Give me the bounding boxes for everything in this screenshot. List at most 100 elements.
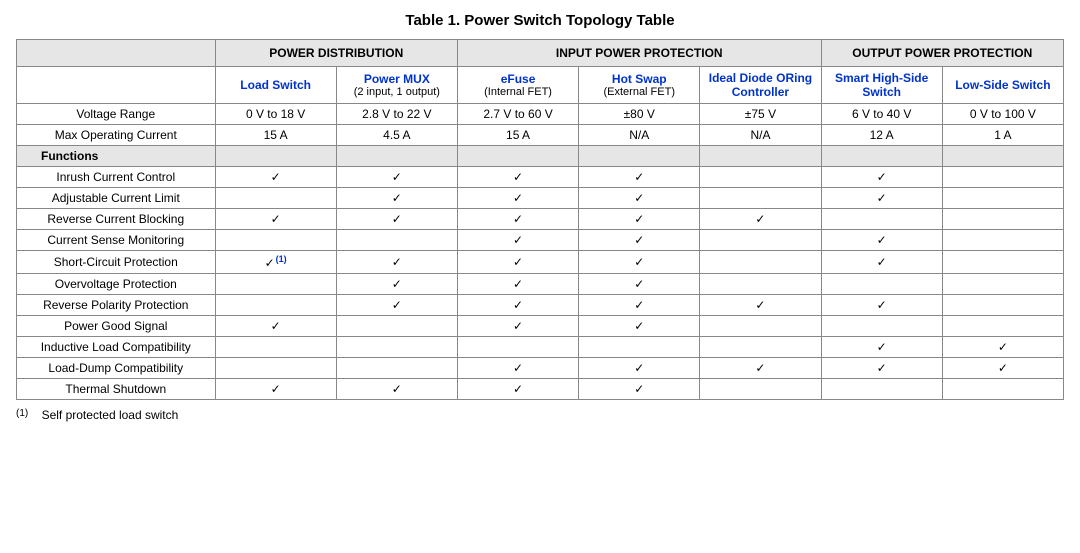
table-row: Adjustable Current Limit✓✓✓✓ — [17, 188, 1064, 209]
table-cell: ✓ — [336, 251, 457, 274]
table-row: Max Operating Current15 A4.5 A15 AN/AN/A… — [17, 125, 1064, 146]
table-cell — [700, 274, 821, 295]
table-cell: ✓ — [942, 358, 1063, 379]
table-cell: ✓ — [457, 251, 578, 274]
table-cell: ✓ — [215, 209, 336, 230]
table-cell — [700, 167, 821, 188]
table-cell: ✓ — [457, 167, 578, 188]
column-header[interactable]: Load Switch — [215, 67, 336, 104]
table-cell: ±80 V — [579, 104, 700, 125]
table-cell — [700, 337, 821, 358]
table-cell: 4.5 A — [336, 125, 457, 146]
table-head: POWER DISTRIBUTION INPUT POWER PROTECTIO… — [17, 40, 1064, 104]
table-cell: 6 V to 40 V — [821, 104, 942, 125]
table-cell — [215, 358, 336, 379]
table-cell — [215, 274, 336, 295]
column-header-label: Low-Side Switch — [955, 78, 1050, 92]
table-cell — [700, 188, 821, 209]
column-header[interactable]: Smart High-Side Switch — [821, 67, 942, 104]
column-header[interactable]: Ideal Diode ORing Controller — [700, 67, 821, 104]
table-cell: 0 V to 100 V — [942, 104, 1063, 125]
table-cell: 2.7 V to 60 V — [457, 104, 578, 125]
table-cell: ✓ — [821, 358, 942, 379]
table-cell: ✓ — [215, 167, 336, 188]
table-cell: ✓(1) — [215, 251, 336, 274]
table-cell: ✓ — [336, 295, 457, 316]
table-row: Thermal Shutdown✓✓✓✓ — [17, 379, 1064, 400]
section-blank — [215, 146, 336, 167]
footnote-text: Self protected load switch — [42, 408, 179, 422]
table-cell: ✓ — [457, 188, 578, 209]
row-label: Adjustable Current Limit — [17, 188, 216, 209]
table-row: Overvoltage Protection✓✓✓ — [17, 274, 1064, 295]
table-cell: ✓ — [579, 230, 700, 251]
table-cell: 1 A — [942, 125, 1063, 146]
table-cell — [579, 337, 700, 358]
section-blank — [942, 146, 1063, 167]
row-label: Load-Dump Compatibility — [17, 358, 216, 379]
table-cell: ✓ — [457, 379, 578, 400]
table-cell — [942, 188, 1063, 209]
table-cell — [215, 230, 336, 251]
column-header[interactable]: eFuse(Internal FET) — [457, 67, 578, 104]
column-header[interactable]: Power MUX(2 input, 1 output) — [336, 67, 457, 104]
table-cell — [942, 295, 1063, 316]
table-cell: ✓ — [579, 358, 700, 379]
row-label: Short-Circuit Protection — [17, 251, 216, 274]
table-cell — [942, 379, 1063, 400]
table-cell — [336, 358, 457, 379]
table-cell: ±75 V — [700, 104, 821, 125]
table-cell: 15 A — [215, 125, 336, 146]
table-cell — [215, 295, 336, 316]
table-cell — [942, 167, 1063, 188]
row-label: Max Operating Current — [17, 125, 216, 146]
table-row: Inductive Load Compatibility ✓✓ — [17, 337, 1064, 358]
table-row: Reverse Current Blocking✓✓✓✓✓ — [17, 209, 1064, 230]
column-header-sub: (External FET) — [583, 86, 695, 98]
section-blank — [336, 146, 457, 167]
row-label: Reverse Polarity Protection — [17, 295, 216, 316]
table-cell — [215, 337, 336, 358]
blank-corner — [17, 40, 216, 67]
table-cell: ✓ — [700, 295, 821, 316]
table-cell — [942, 209, 1063, 230]
table-cell — [700, 230, 821, 251]
table-cell — [942, 251, 1063, 274]
footnote-marker: (1) — [16, 408, 28, 419]
column-header[interactable]: Hot Swap(External FET) — [579, 67, 700, 104]
footnote: (1) Self protected load switch — [16, 408, 1064, 422]
column-header-label: Hot Swap — [612, 72, 667, 86]
column-header-label: Ideal Diode ORing Controller — [709, 71, 812, 99]
table-row: Voltage Range0 V to 18 V2.8 V to 22 V2.7… — [17, 104, 1064, 125]
table-cell: N/A — [579, 125, 700, 146]
table-cell: ✓ — [579, 379, 700, 400]
table-cell: ✓ — [457, 358, 578, 379]
table-cell: ✓ — [579, 188, 700, 209]
column-header-label: Smart High-Side Switch — [835, 71, 928, 99]
table-cell: ✓ — [942, 337, 1063, 358]
table-cell: ✓ — [579, 251, 700, 274]
row-label: Inductive Load Compatibility — [17, 337, 216, 358]
table-cell: ✓ — [821, 295, 942, 316]
row-label: Current Sense Monitoring — [17, 230, 216, 251]
group-header-row: POWER DISTRIBUTION INPUT POWER PROTECTIO… — [17, 40, 1064, 67]
table-cell: ✓ — [215, 379, 336, 400]
table-cell: ✓ — [457, 316, 578, 337]
table-cell — [336, 316, 457, 337]
section-blank — [457, 146, 578, 167]
blank-corner — [17, 67, 216, 104]
table-cell: ✓ — [336, 209, 457, 230]
table-cell: ✓ — [336, 188, 457, 209]
table-cell: ✓ — [336, 167, 457, 188]
table-cell: ✓ — [457, 230, 578, 251]
table-cell: ✓ — [336, 274, 457, 295]
table-cell: 15 A — [457, 125, 578, 146]
row-label: Thermal Shutdown — [17, 379, 216, 400]
table-cell: ✓ — [579, 316, 700, 337]
row-label: Voltage Range — [17, 104, 216, 125]
table-cell: ✓ — [821, 188, 942, 209]
column-header[interactable]: Low-Side Switch — [942, 67, 1063, 104]
table-cell: ✓ — [457, 274, 578, 295]
table-cell: ✓ — [821, 167, 942, 188]
table-cell: ✓ — [821, 337, 942, 358]
